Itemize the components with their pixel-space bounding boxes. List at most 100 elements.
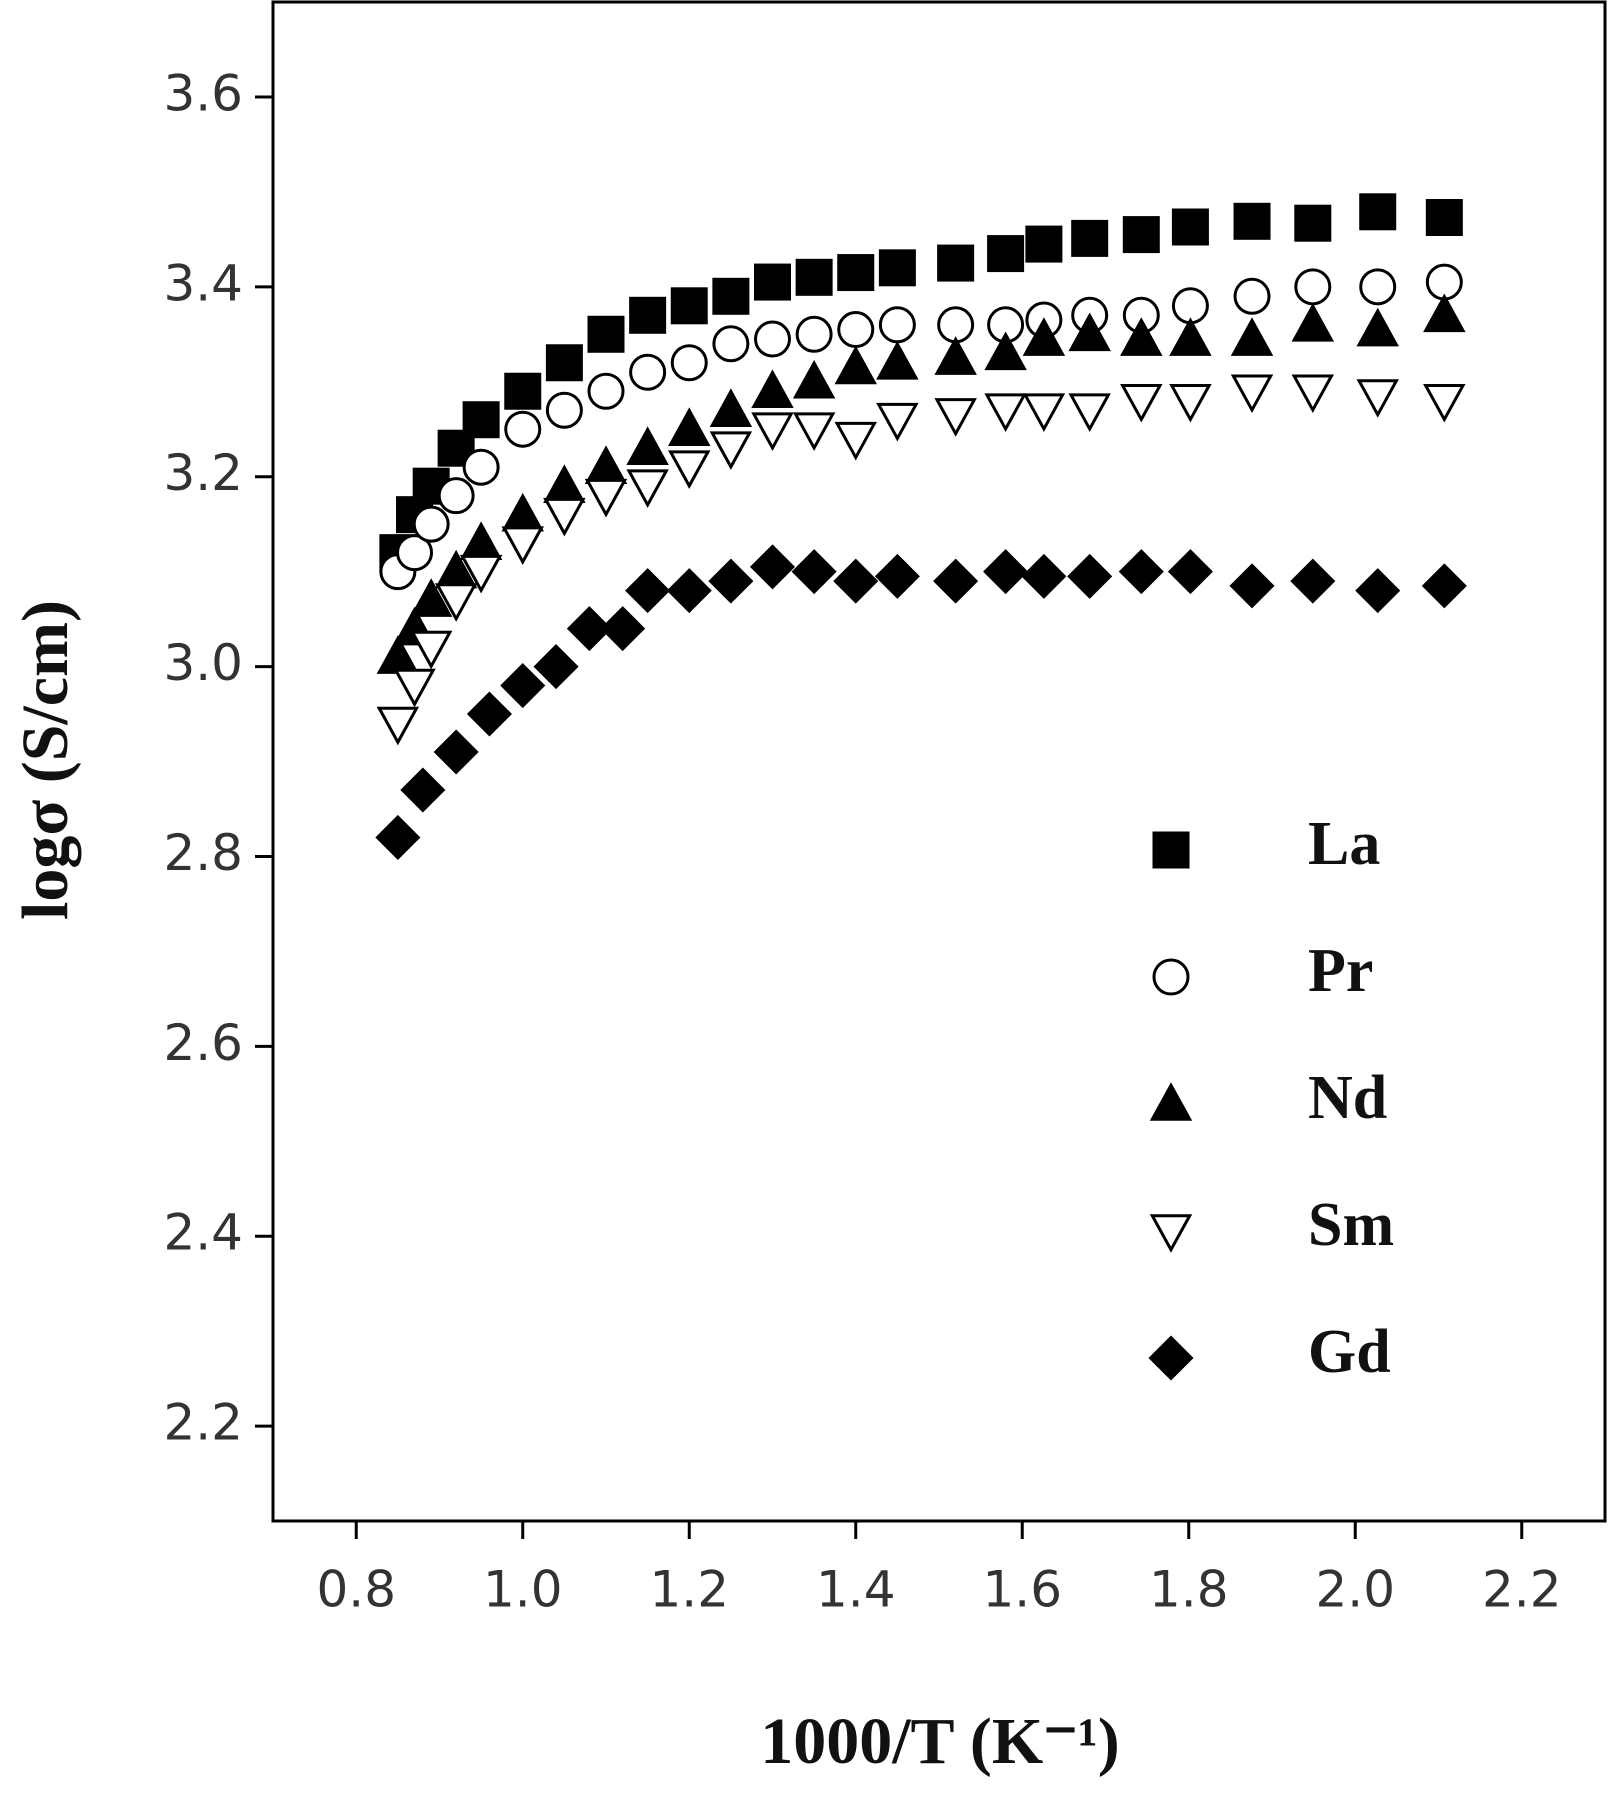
data-point (1233, 277, 1271, 315)
data-point (934, 398, 977, 437)
legend-label: Nd (1308, 1064, 1387, 1132)
y-axis-label: logσ (S/cm) (9, 600, 82, 920)
data-point (1021, 553, 1067, 599)
data-point (876, 402, 919, 442)
data-point (625, 568, 671, 614)
legend-label: Gd (1308, 1318, 1391, 1386)
data-point (412, 505, 450, 543)
data-point (587, 372, 625, 410)
data-point (1071, 219, 1109, 257)
data-point (629, 296, 667, 334)
y-tick-label: 2.4 (163, 1204, 243, 1262)
data-point (937, 244, 975, 282)
data-point (1356, 379, 1399, 418)
data-point (543, 464, 586, 503)
legend-marker (1152, 958, 1190, 996)
data-point (834, 345, 877, 385)
data-point (876, 340, 919, 380)
data-point (626, 426, 669, 466)
data-point (409, 630, 453, 670)
data-point (1291, 302, 1335, 342)
x-tick-label: 1.4 (816, 1561, 896, 1619)
data-point (434, 583, 478, 622)
data-point (1356, 307, 1399, 347)
data-point (751, 412, 794, 452)
x-tick-label: 1.2 (649, 1561, 729, 1619)
legend-marker (1149, 1214, 1193, 1253)
data-point (749, 544, 796, 590)
data-point (1022, 317, 1066, 356)
data-point (792, 359, 836, 399)
data-point (504, 410, 542, 448)
data-point (1355, 568, 1401, 614)
data-point (1068, 393, 1111, 433)
data-point (462, 401, 500, 439)
data-point (1169, 383, 1212, 423)
x-axis-label: 1000/T (K⁻¹) (760, 1705, 1120, 1778)
data-point (501, 526, 544, 565)
data-point (874, 553, 920, 599)
legend-marker (1152, 831, 1190, 869)
data-point (833, 558, 879, 604)
data-point (791, 549, 837, 595)
data-point (566, 606, 612, 652)
data-point (984, 393, 1027, 433)
data-point (584, 445, 628, 484)
data-point (1025, 225, 1063, 263)
data-point (462, 448, 500, 486)
data-point (629, 353, 667, 391)
x-tick-label: 1.8 (1149, 1561, 1229, 1619)
data-point (834, 421, 877, 461)
data-point (1233, 202, 1271, 240)
data-point (545, 344, 583, 382)
data-point (433, 729, 479, 775)
data-point (1229, 563, 1275, 609)
data-point (668, 450, 711, 490)
data-point (409, 578, 453, 617)
data-point (1291, 374, 1335, 414)
data-point (1294, 268, 1332, 306)
data-point (1120, 317, 1163, 356)
data-point (670, 287, 708, 325)
data-point (1167, 549, 1213, 595)
data-point (393, 668, 436, 708)
data-point (459, 521, 503, 560)
x-tick-label: 1.0 (483, 1561, 563, 1619)
data-point (987, 235, 1025, 273)
x-tick-label: 2.0 (1315, 1561, 1395, 1619)
data-point (795, 258, 833, 296)
data-point (543, 497, 586, 537)
legend-label: La (1308, 810, 1380, 878)
data-point (600, 606, 646, 652)
data-point (1171, 208, 1209, 246)
data-point (1230, 374, 1274, 414)
data-point (666, 568, 712, 614)
data-point (1022, 393, 1066, 433)
data-point (466, 691, 512, 737)
data-point (501, 492, 544, 532)
data-point (400, 767, 446, 813)
data-point (983, 549, 1029, 595)
data-point (545, 391, 583, 429)
x-tick-label: 2.2 (1482, 1561, 1562, 1619)
data-point (375, 814, 421, 860)
data-point (437, 477, 475, 515)
data-point (792, 412, 836, 452)
data-point (795, 315, 833, 353)
data-point (533, 644, 579, 690)
data-point (933, 558, 979, 604)
data-point (1169, 317, 1212, 356)
y-tick-label: 3.0 (163, 634, 243, 692)
data-point (670, 344, 708, 382)
data-point (837, 311, 875, 349)
legend-label: Sm (1308, 1191, 1394, 1259)
data-point (754, 263, 791, 301)
data-point (1425, 199, 1463, 237)
legend-marker (1148, 1335, 1194, 1381)
data-point (1122, 216, 1160, 254)
data-point (1359, 268, 1397, 306)
x-tick-label: 0.8 (316, 1561, 396, 1619)
data-point (709, 388, 753, 428)
data-point (837, 254, 875, 292)
